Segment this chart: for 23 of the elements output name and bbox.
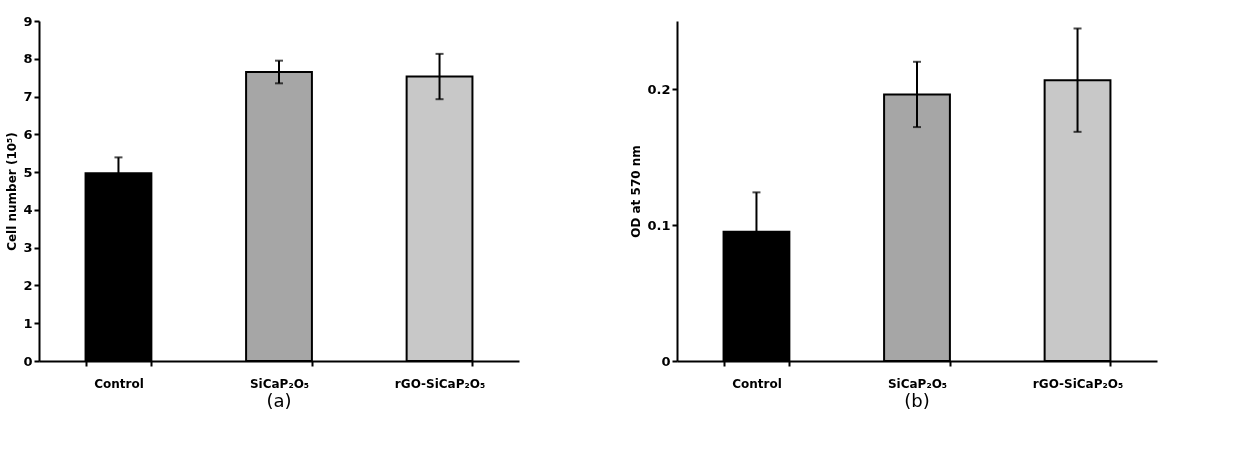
y-tick-label: 1 (23, 315, 33, 331)
y-tick-label: 0.1 (647, 217, 671, 233)
y-tick-label: 6 (23, 126, 33, 142)
x-tick-label: Control (94, 376, 144, 391)
y-tick-label: 0 (23, 353, 33, 369)
x-tick-label: rGO-SiCaP₂O₅ (1032, 376, 1124, 391)
y-tick-label: 4 (23, 202, 33, 218)
y-tick-label: 0 (661, 353, 671, 369)
y-tick-label: 0.2 (647, 81, 671, 97)
x-tick-label: rGO-SiCaP₂O₅ (394, 376, 486, 391)
x-tick-label: Control (732, 376, 782, 391)
y-tick-label: 7 (23, 89, 33, 105)
y-tick-label: 5 (23, 164, 33, 180)
y-tick-label: 8 (23, 51, 33, 67)
y-axis-title: Cell number (10⁵) (5, 132, 20, 251)
x-tick-label: SiCaP₂O₅ (249, 376, 310, 391)
y-tick-label: 9 (23, 13, 33, 29)
x-tick-label: SiCaP₂O₅ (887, 376, 948, 391)
y-axis-title: OD at 570 nm (629, 145, 644, 238)
y-tick-label: 3 (23, 240, 33, 256)
y-tick-label: 2 (23, 277, 33, 293)
text: (a) (266, 390, 292, 411)
text: (b) (904, 390, 930, 411)
